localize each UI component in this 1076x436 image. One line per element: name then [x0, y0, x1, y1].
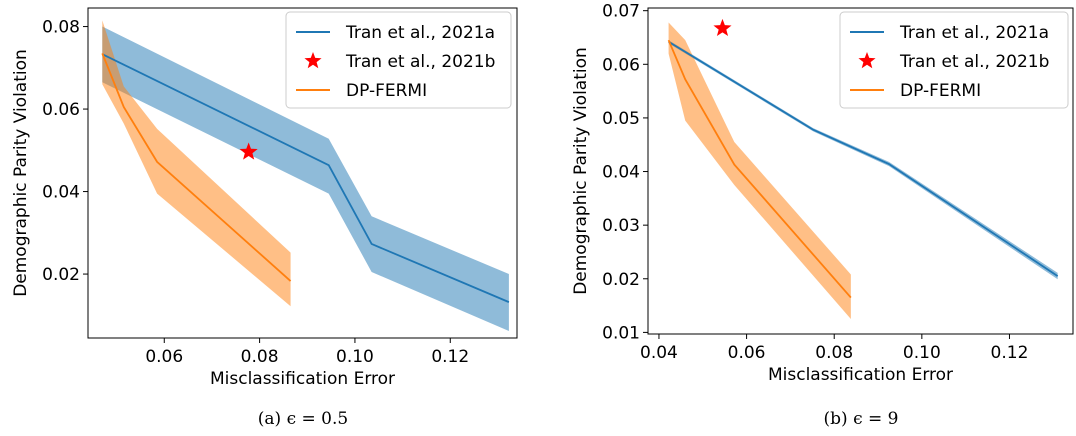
y-tick-label: 0.02 [42, 265, 80, 285]
data-point-star [239, 142, 258, 160]
data-point-star [713, 18, 732, 37]
legend-box [285, 11, 512, 109]
x-tick-label: 0.12 [991, 343, 1029, 363]
y-tick-label: 0.07 [602, 2, 640, 22]
series-band-dp-fermi [102, 20, 291, 307]
legend-label: Tran et al., 2021b [899, 52, 1049, 72]
x-tick-label: 0.12 [431, 347, 469, 367]
x-tick-label: 0.08 [815, 343, 853, 363]
y-tick-label: 0.03 [602, 216, 640, 236]
series-line-dp-fermi [667, 39, 852, 299]
y-tick-label: 0.02 [602, 270, 640, 290]
x-axis-label: Misclassification Error [768, 365, 953, 385]
x-axis-label: Misclassification Error [210, 369, 395, 389]
x-tick-label: 0.08 [241, 347, 279, 367]
legend: Tran et al., 2021a Tran et al., 2021b DP-F… [839, 11, 1069, 109]
x-tick-label: 0.10 [336, 347, 374, 367]
axes-frame [87, 7, 518, 339]
y-tick-label: 0.06 [42, 100, 80, 120]
plot-area [667, 22, 1059, 319]
legend: Tran et al., 2021a Tran et al., 2021b DP-F… [285, 11, 512, 109]
x-tick-label: 0.04 [640, 343, 678, 363]
legend-marker-star [858, 52, 876, 69]
series-band-dp-fermi [668, 22, 851, 319]
y-axis-label: Demographic Parity Violation [11, 49, 31, 297]
legend-box [839, 11, 1069, 109]
series-band-tran-et-al-2021a [102, 26, 509, 331]
y-tick-label: 0.06 [602, 55, 640, 75]
y-axis-label: Demographic Parity Violation [571, 47, 591, 295]
x-tick-label: 0.06 [728, 343, 766, 363]
axes-frame [647, 7, 1074, 335]
figure-caption: (b) ϵ = 9 [824, 409, 899, 429]
y-tick-label: 0.01 [602, 323, 640, 343]
plot-area [101, 20, 510, 331]
chart-panel-b: 0.04 0.06 0.08 0.10 0.12 0.01 0.02 0.03 0.04 0.05… [571, 2, 1074, 429]
y-tick-label: 0.04 [42, 183, 80, 203]
series-line-dp-fermi [101, 53, 292, 282]
legend-marker-star [304, 52, 322, 69]
y-tick-label: 0.04 [602, 163, 640, 183]
legend-label: Tran et al., 2021a [345, 23, 495, 43]
chart-panel-a: 0.06 0.08 0.10 0.120.020.040.060.08Misclass… [11, 7, 518, 429]
legend-label: Tran et al., 2021a [899, 23, 1049, 43]
y-tick-label: 0.08 [42, 18, 80, 38]
series-line-tran-et-al-2021a [101, 53, 510, 303]
x-tick-label: 0.10 [903, 343, 941, 363]
legend-label: Tran et al., 2021b [345, 52, 495, 72]
y-tick-label: 0.05 [602, 109, 640, 129]
figure-caption: (a) ϵ = 0.5 [258, 409, 348, 429]
series-line-tran-et-al-2021a [668, 41, 1059, 277]
legend-label: DP-FERMI [900, 81, 981, 101]
legend-label: DP-FERMI [346, 81, 427, 101]
x-tick-label: 0.06 [145, 347, 183, 367]
